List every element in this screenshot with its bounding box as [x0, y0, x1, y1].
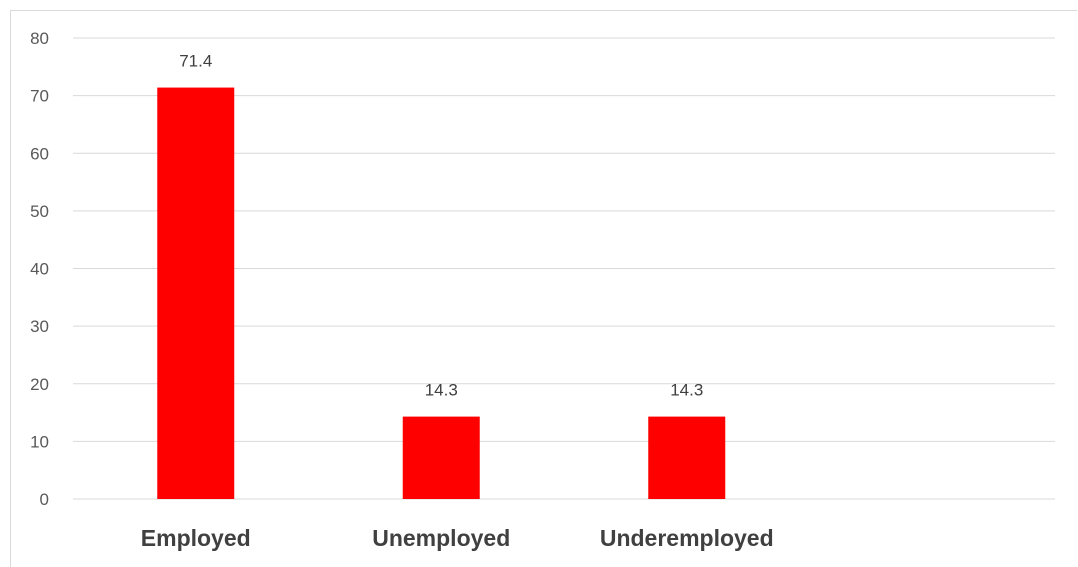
- y-tick-label: 60: [30, 144, 49, 163]
- y-tick-label: 30: [30, 317, 49, 336]
- y-tick-label: 50: [30, 202, 49, 221]
- y-axis-ticks: 0 10 20 30 40 50 60 70 80: [30, 29, 49, 509]
- gridlines: [73, 37, 1055, 500]
- bars: [157, 87, 726, 500]
- category-labels: Employed Unemployed Underemployed: [141, 525, 774, 551]
- data-label-employed: 71.4: [179, 52, 212, 71]
- y-tick-label: 0: [40, 490, 49, 509]
- data-labels: 71.4 14.3 14.3: [179, 52, 703, 400]
- bar-employed: [157, 87, 235, 500]
- y-tick-label: 10: [30, 432, 49, 451]
- category-label-unemployed: Unemployed: [372, 525, 510, 551]
- bar-underemployed: [648, 416, 726, 499]
- y-tick-label: 80: [30, 29, 49, 48]
- data-label-unemployed: 14.3: [425, 381, 458, 400]
- category-label-underemployed: Underemployed: [600, 525, 774, 551]
- bar-unemployed: [402, 416, 480, 499]
- y-tick-label: 20: [30, 375, 49, 394]
- data-label-underemployed: 14.3: [670, 381, 703, 400]
- y-tick-label: 70: [30, 87, 49, 106]
- category-label-employed: Employed: [141, 525, 251, 551]
- y-tick-label: 40: [30, 260, 49, 279]
